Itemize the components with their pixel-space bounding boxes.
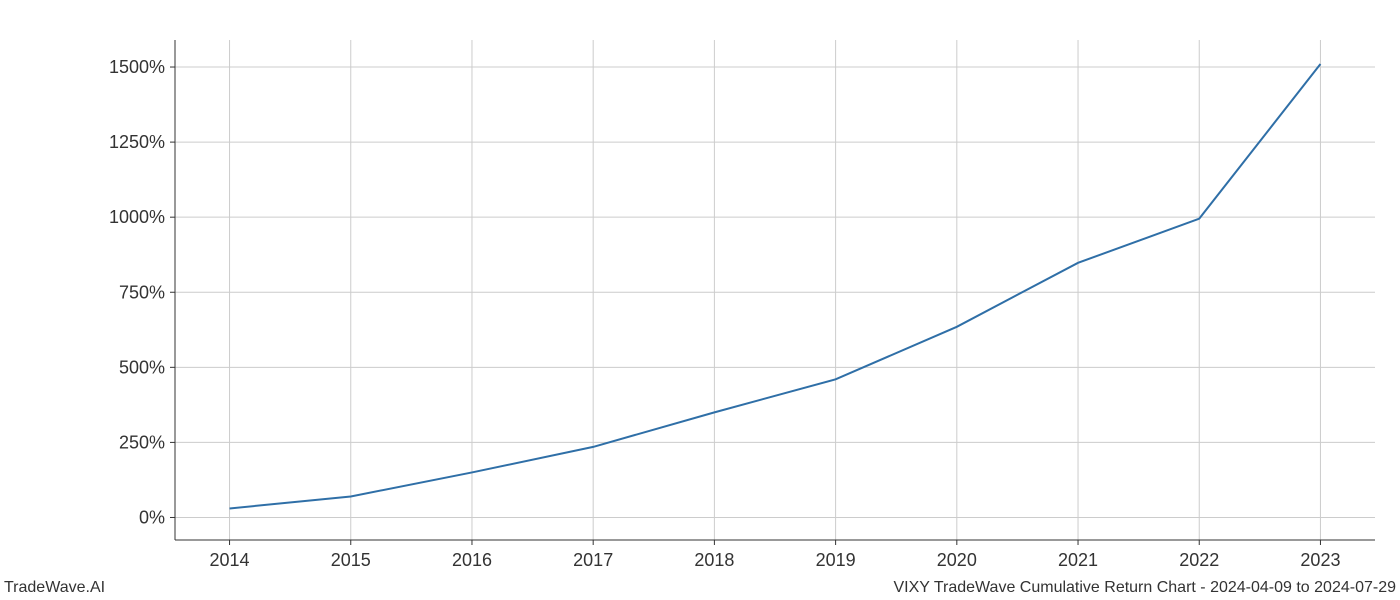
y-tick-label: 1500% bbox=[109, 57, 165, 77]
x-tick-label: 2016 bbox=[452, 550, 492, 570]
x-tick-label: 2020 bbox=[937, 550, 977, 570]
y-tick-label: 250% bbox=[119, 432, 165, 452]
x-tick-label: 2019 bbox=[816, 550, 856, 570]
chart-container: 2014 2015 2016 2017 2018 2019 2020 2021 2022 2023… bbox=[0, 0, 1400, 600]
x-tick-label: 2018 bbox=[694, 550, 734, 570]
footer-right-label: VIXY TradeWave Cumulative Return Chart -… bbox=[894, 579, 1397, 596]
y-tick-label: 0% bbox=[139, 507, 165, 527]
x-tick-label: 2015 bbox=[331, 550, 371, 570]
y-tick-label: 1250% bbox=[109, 132, 165, 152]
x-tick-label: 2021 bbox=[1058, 550, 1098, 570]
y-tick-label: 500% bbox=[119, 357, 165, 377]
y-tick-label: 750% bbox=[119, 282, 165, 302]
x-tick-label: 2022 bbox=[1179, 550, 1219, 570]
chart-background bbox=[0, 0, 1400, 600]
x-tick-label: 2014 bbox=[210, 550, 250, 570]
x-tick-label: 2023 bbox=[1300, 550, 1340, 570]
footer-left-label: TradeWave.AI bbox=[4, 579, 105, 596]
line-chart: 2014 2015 2016 2017 2018 2019 2020 2021 2022 2023… bbox=[0, 0, 1400, 600]
x-tick-label: 2017 bbox=[573, 550, 613, 570]
y-tick-label: 1000% bbox=[109, 207, 165, 227]
